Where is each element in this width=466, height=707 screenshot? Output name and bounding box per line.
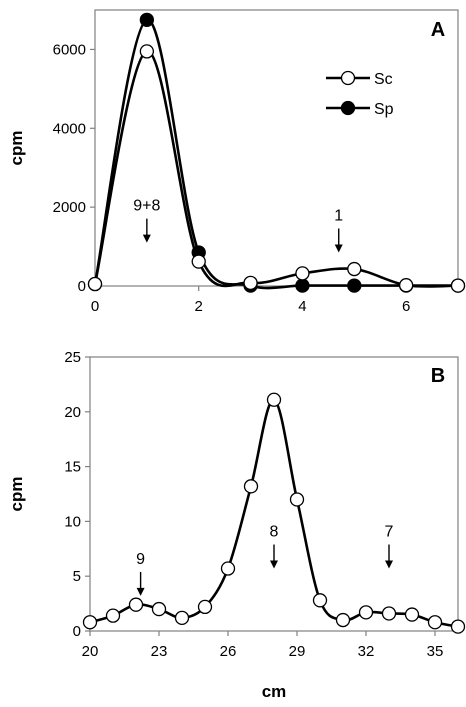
data-point xyxy=(174,610,190,625)
series-line xyxy=(89,398,459,628)
series-line xyxy=(93,18,458,290)
annotation-arrow-head xyxy=(334,244,343,253)
legend-label: Sc xyxy=(374,71,393,88)
data-point xyxy=(105,608,121,623)
annotation-label: 1 xyxy=(334,207,343,224)
data-point xyxy=(295,278,310,293)
annotation-label: 7 xyxy=(385,524,394,541)
annotation-arrow-head xyxy=(270,560,278,569)
legend-marker xyxy=(340,70,356,86)
annotation-arrow-head xyxy=(142,234,151,243)
y-axis-label: cpm xyxy=(7,131,26,166)
annotation-label: 9 xyxy=(136,551,145,568)
annotation-label: 9+8 xyxy=(133,198,160,215)
data-point xyxy=(347,261,362,277)
data-point xyxy=(295,266,310,281)
data-point xyxy=(450,278,466,293)
panel-label: B xyxy=(431,365,445,387)
data-point xyxy=(289,492,305,507)
y-axis-label: cpm xyxy=(7,477,26,512)
annotation-arrow-head xyxy=(136,587,145,596)
x-tick-label: 4 xyxy=(298,298,306,315)
data-point xyxy=(151,601,167,617)
data-point xyxy=(312,593,328,608)
y-tick-label: 6000 xyxy=(53,41,86,58)
data-point xyxy=(243,275,258,290)
annotation-label: 8 xyxy=(270,524,279,541)
data-point xyxy=(404,607,420,622)
panel-a: 0 2000 4000 6000 0 2 4 6 cpm A 9+8 1 Sc Sp xyxy=(7,9,466,315)
y-tick-label: 5 xyxy=(73,568,81,585)
data-point xyxy=(128,597,144,612)
x-tick-label: 6 xyxy=(402,298,410,315)
y-tick-label: 2000 xyxy=(53,199,86,216)
data-point xyxy=(197,599,213,615)
x-tick-label: 35 xyxy=(427,643,444,660)
data-point xyxy=(191,254,206,269)
x-tick-label: 0 xyxy=(91,298,99,315)
plot-area-frame xyxy=(94,9,459,287)
plot-area-frame xyxy=(89,356,459,632)
data-point xyxy=(139,12,155,28)
annotation-arrow-head xyxy=(385,560,393,569)
legend-marker xyxy=(340,100,356,116)
data-point xyxy=(335,612,351,628)
y-tick-label: 20 xyxy=(64,404,81,421)
legend-label: Sp xyxy=(374,101,394,118)
data-point xyxy=(266,392,282,407)
x-axis-label: cm xyxy=(262,682,287,701)
data-point xyxy=(220,561,236,576)
data-point xyxy=(398,278,414,293)
series-line xyxy=(93,50,459,288)
data-point xyxy=(381,606,397,621)
data-point xyxy=(87,276,103,292)
y-tick-label: 0 xyxy=(78,278,86,295)
x-tick-label: 20 xyxy=(82,643,99,660)
y-tick-label: 10 xyxy=(64,513,81,530)
x-tick-label: 23 xyxy=(151,643,168,660)
data-point xyxy=(347,278,362,293)
panel-label: A xyxy=(431,19,445,41)
x-tick-label: 29 xyxy=(289,643,306,660)
x-tick-label: 26 xyxy=(220,643,237,660)
y-tick-label: 4000 xyxy=(53,120,86,137)
x-tick-label: 2 xyxy=(195,298,203,315)
data-point xyxy=(82,615,98,630)
data-point xyxy=(450,619,466,634)
data-point xyxy=(139,44,155,59)
data-point xyxy=(358,605,374,620)
panel-b: 0 5 10 15 20 25 20 23 26 29 32 35 cpm cm B 9 8 7 xyxy=(7,349,466,701)
y-tick-label: 0 xyxy=(73,623,81,640)
data-point xyxy=(243,479,259,494)
data-point xyxy=(427,615,443,630)
y-tick-label: 25 xyxy=(64,349,81,366)
y-tick-label: 15 xyxy=(64,459,81,476)
x-tick-label: 32 xyxy=(358,643,375,660)
